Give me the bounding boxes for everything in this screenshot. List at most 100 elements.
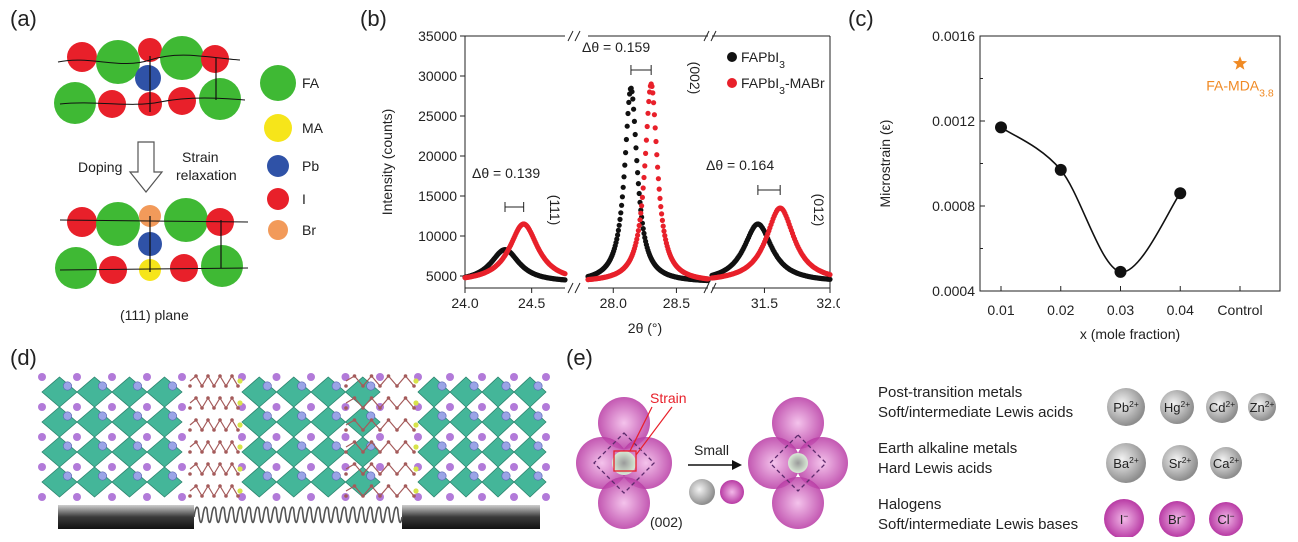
data-point	[659, 217, 665, 223]
group-2-subtitle: Hard Lewis acids	[878, 460, 992, 477]
data-point	[635, 232, 641, 238]
data-point	[620, 184, 626, 190]
panel-a-label: (a)	[10, 6, 37, 31]
y-tick-label: 0.0004	[932, 283, 975, 299]
organic-spacer-chain	[344, 374, 419, 498]
ion-sphere	[1107, 388, 1145, 426]
panel-e-label: (e)	[566, 345, 593, 370]
ion-spheres: Pb2+ Hg2+ Cd2+ Zn2+ Ba2+ Sr2+ Ca2+ I− Br− Cl−	[1104, 388, 1276, 539]
x-tick-label: 32.0	[816, 295, 840, 311]
data-point	[619, 202, 625, 208]
data-point	[631, 106, 637, 112]
data-point	[562, 271, 568, 277]
data-point	[652, 125, 658, 131]
data-point	[634, 158, 640, 164]
data-point	[827, 276, 833, 282]
data-point	[621, 174, 627, 180]
data-point	[637, 217, 643, 223]
data-point	[634, 236, 640, 242]
y-tick-label: 0.0008	[932, 198, 975, 214]
ion-sphere	[1206, 391, 1238, 423]
legend-br: Br	[302, 222, 316, 238]
data-point	[639, 203, 645, 209]
ion-sphere	[1209, 502, 1243, 536]
rigid-bar-right	[402, 505, 540, 529]
legend-marker	[727, 78, 737, 88]
panel-a: (a) Doping Strain relaxation	[0, 0, 360, 340]
small-label: Small	[694, 442, 729, 458]
data-point	[643, 150, 649, 156]
delta-theta-label: Δθ = 0.159	[582, 39, 650, 55]
perovskite-slab	[414, 373, 550, 501]
x-axis-label: x (mole fraction)	[1080, 326, 1180, 342]
ion-sphere	[1162, 445, 1198, 481]
peak-label: (012)	[811, 194, 827, 227]
axis-break-mark	[574, 30, 581, 42]
data-point	[650, 90, 656, 96]
data-point	[660, 223, 666, 229]
data-point	[643, 137, 649, 143]
series-fapbi3	[462, 85, 833, 284]
plot-frame	[979, 35, 1281, 292]
ion-sphere	[1160, 390, 1194, 424]
ion-sphere	[1248, 393, 1276, 421]
ion-sphere	[1159, 501, 1195, 537]
spring	[193, 506, 403, 524]
ion-label: Hg2+	[1164, 399, 1190, 415]
data-point	[1114, 265, 1127, 278]
x-tick-label: 31.5	[751, 295, 778, 311]
grey-ion-icon	[689, 479, 715, 505]
legend-marker	[727, 52, 737, 62]
panel-b: (b) 5000 10000 15000 20000 25000 30000 35000 In…	[360, 0, 844, 345]
y-axis-label: Intensity (counts)	[379, 109, 395, 216]
data-point	[630, 96, 636, 102]
ion-groups: Post-transition metals Soft/intermediate…	[878, 384, 1078, 533]
data-point	[656, 186, 662, 192]
ion-label: Br−	[1168, 511, 1186, 527]
data-point	[651, 112, 657, 118]
x-tick-label: 0.03	[1107, 302, 1134, 318]
x-tick-label: 24.0	[451, 295, 478, 311]
y-tick-label: 5000	[426, 268, 457, 284]
delta-theta-label: Δθ = 0.164	[706, 157, 774, 173]
panel-d: (d)	[0, 345, 560, 537]
y-tick-label: 0.0012	[932, 113, 975, 129]
data-point	[619, 194, 625, 200]
data-point	[639, 194, 645, 200]
data-point	[618, 210, 624, 216]
data-point	[633, 145, 639, 151]
data-point	[614, 236, 620, 242]
x-axis-label: 2θ (°)	[628, 320, 662, 336]
group-1-subtitle: Soft/intermediate Lewis acids	[878, 404, 1073, 421]
data-point	[640, 185, 646, 191]
data-point	[1054, 163, 1067, 176]
microstrain-chart: 0.0004 0.0008 0.0012 0.0016 0.01 0.02 0.03 0.04…	[877, 28, 1281, 342]
data-point	[626, 99, 632, 105]
organic-spacer-chain	[188, 374, 243, 498]
data-point	[617, 216, 623, 222]
data-point	[657, 195, 663, 201]
control-label: FA-MDA3.8	[1206, 78, 1274, 100]
data-point	[646, 98, 652, 105]
ion-label: Pb2+	[1113, 399, 1139, 415]
panel-d-label: (d)	[10, 345, 37, 370]
ion-sphere	[1104, 499, 1144, 539]
data-point	[653, 138, 659, 145]
legend-pb: Pb	[302, 158, 319, 174]
ion-label: I−	[1120, 511, 1129, 527]
data-point	[615, 232, 621, 238]
data-point	[654, 152, 660, 158]
data-point	[622, 162, 628, 168]
data-point	[655, 164, 661, 170]
data-point	[705, 276, 711, 282]
lattice-diagram: Doping Strain relaxation (111) plane FA …	[54, 36, 324, 323]
doping-label: Doping	[78, 159, 122, 175]
x-tick-label: Control	[1217, 302, 1262, 318]
ion-label: Cl−	[1217, 511, 1234, 527]
data-point	[636, 190, 642, 197]
perovskite-slab	[238, 373, 384, 501]
axis-break-mark	[574, 282, 581, 294]
ion-label: Zn2+	[1250, 399, 1275, 415]
axis-break-mark	[703, 30, 710, 42]
series-fapbi3-mabr	[462, 81, 833, 283]
